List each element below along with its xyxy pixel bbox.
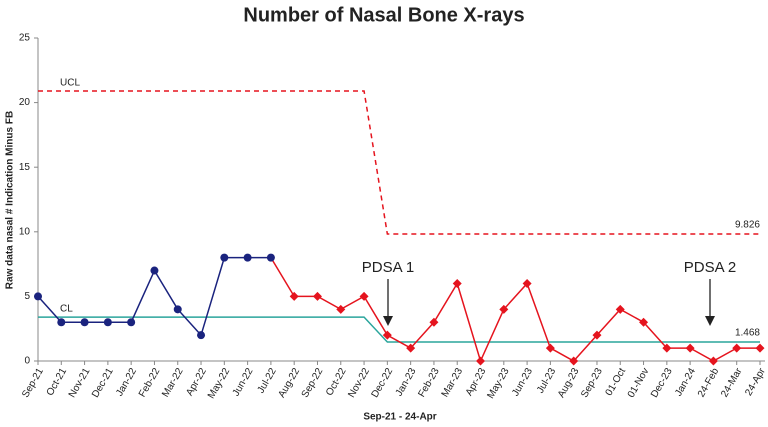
data-point <box>476 356 486 366</box>
x-axis-title: Sep-21 - 24-Apr <box>363 412 436 423</box>
data-point <box>127 318 136 327</box>
data-point <box>732 343 742 353</box>
data-point <box>34 292 42 301</box>
data-point <box>429 317 439 327</box>
data-point <box>243 253 252 262</box>
data-point <box>57 318 66 327</box>
data-point <box>80 318 89 327</box>
x-tick-label: Feb-22 <box>137 366 163 399</box>
y-tick-label: 10 <box>19 226 31 237</box>
x-tick-label: Dec-22 <box>370 366 396 400</box>
limit-line <box>38 316 760 343</box>
data-point <box>173 305 182 314</box>
data-point <box>289 291 299 301</box>
x-tick-label: Apr-23 <box>464 366 489 398</box>
x-tick-label: Feb-23 <box>416 366 442 399</box>
data-point <box>639 317 649 327</box>
x-tick-label: May-23 <box>485 366 511 401</box>
chart-title: Number of Nasal Bone X-rays <box>243 4 524 26</box>
x-tick-label: Nov-21 <box>67 366 93 400</box>
x-tick-label: 24-Feb <box>696 366 722 399</box>
y-tick-label: 0 <box>24 356 30 367</box>
x-tick-label: Aug-22 <box>276 366 302 400</box>
x-tick-label: Jan-24 <box>673 366 698 398</box>
annotation: PDSA 2 <box>684 259 737 276</box>
x-tick-label: Oct-22 <box>324 366 349 398</box>
data-point <box>545 343 555 353</box>
data-point <box>522 278 532 288</box>
limit-line <box>38 90 760 235</box>
data-point <box>150 266 159 275</box>
x-tick-label: Jan-22 <box>114 366 139 398</box>
x-tick-label: Jan-23 <box>394 366 419 398</box>
x-tick-label: Sep-23 <box>579 366 605 400</box>
x-tick-label: 24-Apr <box>743 366 768 398</box>
data-point <box>569 356 579 366</box>
limit-value-label: 9.826 <box>735 220 760 231</box>
data-point <box>266 253 275 262</box>
x-tick-label: Aug-23 <box>556 366 582 400</box>
data-point <box>382 330 392 340</box>
y-tick-label: 15 <box>19 162 31 173</box>
data-point <box>220 253 229 262</box>
annotation: PDSA 1 <box>362 259 415 276</box>
x-tick-label: Sep-21 <box>20 366 46 400</box>
x-tick-label: Oct-21 <box>45 366 70 398</box>
data-point <box>662 343 672 353</box>
y-tick-label: 5 <box>24 291 30 302</box>
x-tick-label: Apr-22 <box>184 366 209 398</box>
y-tick-label: 20 <box>19 97 31 108</box>
x-tick-label: May-22 <box>206 366 232 401</box>
y-tick-label: 25 <box>19 33 31 44</box>
data-point <box>406 343 416 353</box>
data-point <box>499 304 509 314</box>
limit-value-label: 1.468 <box>735 328 760 339</box>
x-tick-label: Jul-23 <box>535 366 558 395</box>
x-tick-label: Jul-22 <box>256 366 279 395</box>
x-tick-label: Jun-22 <box>231 366 256 398</box>
x-tick-label: Dec-21 <box>90 366 116 400</box>
data-line <box>270 257 295 297</box>
x-tick-label: 01-Oct <box>604 366 629 398</box>
data-point <box>708 356 718 366</box>
x-tick-label: 24-Mar <box>719 366 745 400</box>
data-point <box>312 291 322 301</box>
data-point <box>592 330 602 340</box>
x-tick-label: Nov-22 <box>346 366 372 400</box>
data-point <box>755 343 765 353</box>
x-tick-label: Mar-23 <box>440 366 466 399</box>
arrow-head <box>383 316 393 326</box>
data-point <box>615 304 625 314</box>
x-tick-label: Sep-22 <box>300 366 326 400</box>
limit-label: CL <box>60 304 73 315</box>
x-tick-label: Mar-22 <box>160 366 186 399</box>
limit-label: UCL <box>60 78 80 89</box>
x-tick-label: Dec-23 <box>649 366 675 400</box>
arrow-head <box>705 316 715 326</box>
data-point <box>452 278 462 288</box>
x-tick-label: Jun-23 <box>510 366 535 398</box>
data-point <box>197 331 206 340</box>
data-point <box>685 343 695 353</box>
y-axis-title: Raw data nasal # Indication Minus FB <box>5 111 16 289</box>
data-point <box>359 291 369 301</box>
data-point <box>103 318 112 327</box>
x-tick-label: 01-Nov <box>626 366 652 399</box>
data-point <box>336 304 346 314</box>
